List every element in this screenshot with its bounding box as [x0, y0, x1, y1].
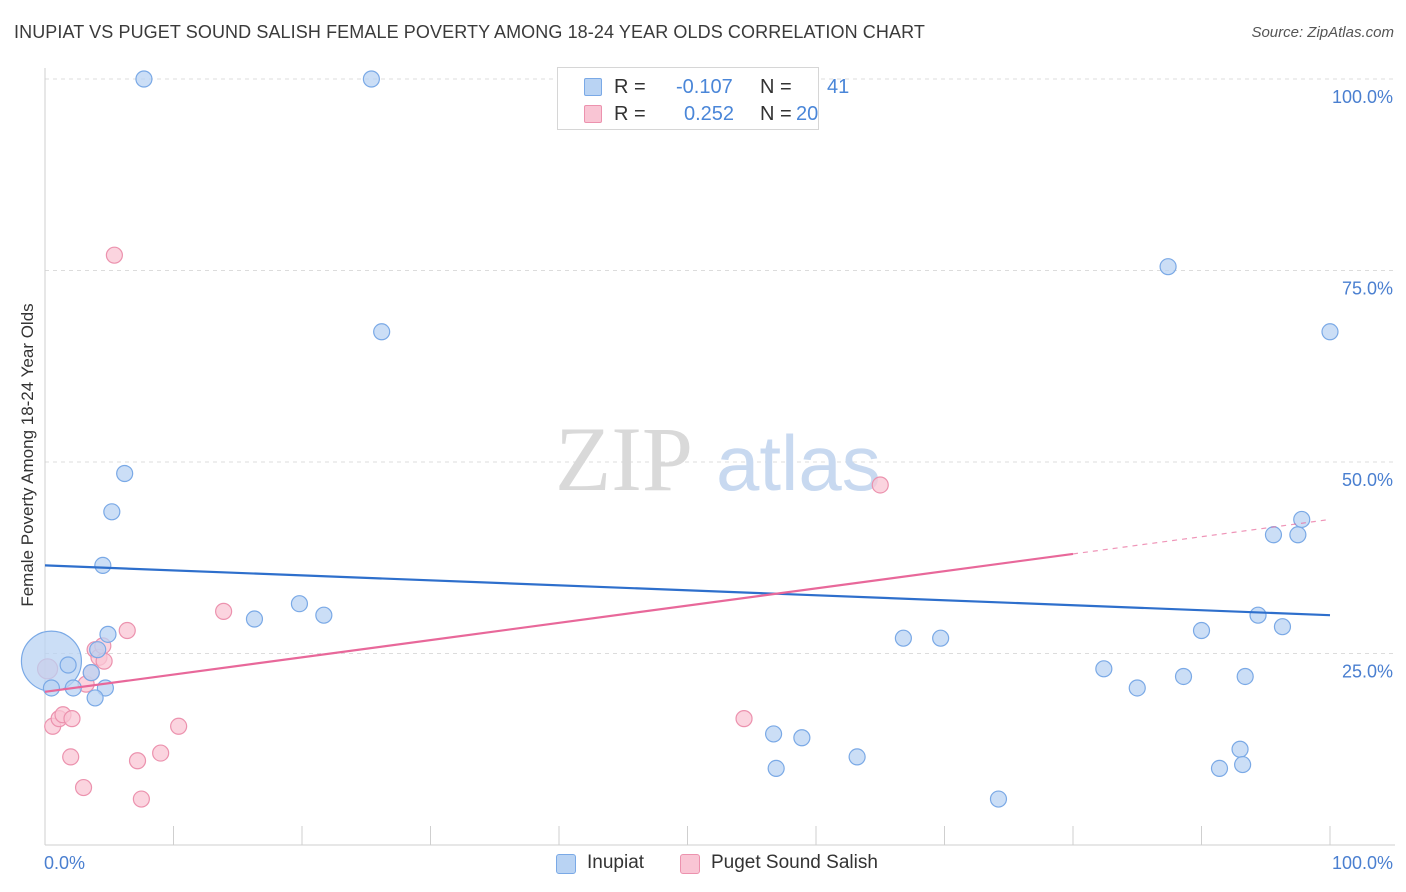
inupiat-point: [116, 464, 134, 483]
salish-point: [74, 778, 93, 797]
salish-point: [105, 246, 123, 264]
n-label: N =: [760, 76, 792, 98]
r-label: R =: [614, 103, 646, 125]
y-tick-label: 100.0%: [1332, 87, 1393, 107]
legend-salish-label: Puget Sound Salish: [711, 852, 878, 873]
salish-point: [735, 710, 753, 728]
inupiat-point: [932, 629, 950, 647]
axes: [44, 68, 1395, 846]
salish-point: [132, 790, 150, 808]
salish-point: [152, 744, 170, 762]
inupiat-point: [362, 70, 380, 88]
inupiat-point: [1293, 510, 1311, 529]
inupiat-point: [1249, 606, 1267, 624]
salish-n-value: 20: [796, 103, 819, 125]
inupiat-point: [1273, 618, 1292, 636]
inupiat-point: [82, 664, 100, 682]
watermark: ZIP atlas: [555, 408, 881, 510]
salish-point: [128, 752, 147, 770]
y-tick-label: 75.0%: [1342, 279, 1393, 299]
inupiat-point: [1192, 621, 1211, 640]
inupiat-point: [59, 656, 77, 674]
salish-point: [63, 710, 81, 728]
inupiat-point: [42, 679, 61, 697]
trend-lines: [44, 518, 1331, 693]
inupiat-point: [1174, 667, 1193, 686]
trend-line-extension: [1072, 518, 1331, 555]
inupiat-point: [1095, 660, 1113, 678]
x-tick-label: 100.0%: [1332, 853, 1393, 873]
inupiat-point: [1159, 258, 1177, 276]
series-puget-sound-salish: [36, 246, 889, 808]
legend-salish-swatch: [680, 854, 700, 874]
inupiat-point: [793, 729, 811, 747]
y-tick-label: 25.0%: [1342, 662, 1393, 682]
y-tick-label: 50.0%: [1342, 470, 1393, 490]
inupiat-point: [1289, 526, 1307, 544]
series-inupiat: [20, 70, 1339, 808]
inupiat-point: [103, 503, 121, 521]
inupiat-point: [135, 70, 153, 88]
salish-point: [62, 748, 80, 766]
inupiat-point: [315, 606, 333, 624]
inupiat-point: [989, 790, 1008, 808]
salish-point: [871, 476, 889, 494]
trend-line: [44, 552, 1074, 693]
inupiat-swatch: [584, 78, 602, 96]
inupiat-point: [1264, 526, 1283, 544]
inupiat-n-value: 41: [827, 76, 850, 98]
trend-line: [44, 564, 1331, 617]
inupiat-point: [1321, 323, 1339, 341]
salish-point: [170, 717, 188, 735]
n-label: N =: [760, 103, 792, 125]
inupiat-point: [94, 556, 112, 575]
inupiat-point: [86, 689, 104, 707]
inupiat-point: [1231, 740, 1249, 758]
watermark-zip: ZIP: [555, 408, 693, 510]
salish-point: [215, 602, 233, 620]
salish-swatch: [584, 105, 602, 123]
legend-inupiat-swatch: [556, 854, 576, 874]
salish-r-value: 0.252: [684, 103, 735, 125]
inupiat-r-value: -0.107: [676, 76, 733, 98]
legend-inupiat-label: Inupiat: [587, 852, 645, 873]
inupiat-point: [1210, 759, 1229, 778]
inupiat-point: [1128, 679, 1146, 697]
chart-title: INUPIAT VS PUGET SOUND SALISH FEMALE POV…: [14, 22, 925, 42]
inupiat-point: [767, 759, 785, 778]
inupiat-point: [894, 629, 912, 647]
source-label: Source: ZipAtlas.com: [1251, 24, 1394, 41]
tick-labels: 25.0% 50.0% 75.0% 100.0% 0.0% 100.0%: [44, 87, 1393, 873]
salish-point: [118, 621, 136, 640]
inupiat-point: [764, 725, 783, 743]
inupiat-point: [99, 625, 117, 643]
grid-lines: [45, 78, 1395, 654]
inupiat-point: [245, 610, 264, 628]
inupiat-point: [290, 595, 309, 613]
r-label: R =: [614, 76, 646, 98]
x-tick-label: 0.0%: [44, 853, 85, 873]
inupiat-point: [1236, 667, 1254, 686]
inupiat-point: [89, 641, 107, 659]
inupiat-point: [373, 323, 391, 341]
stats-legend: R = -0.107 N = 41 R = 0.252 N = 20: [557, 67, 849, 130]
watermark-atlas: atlas: [716, 419, 881, 507]
inupiat-point: [848, 748, 866, 766]
inupiat-point: [1234, 755, 1252, 774]
